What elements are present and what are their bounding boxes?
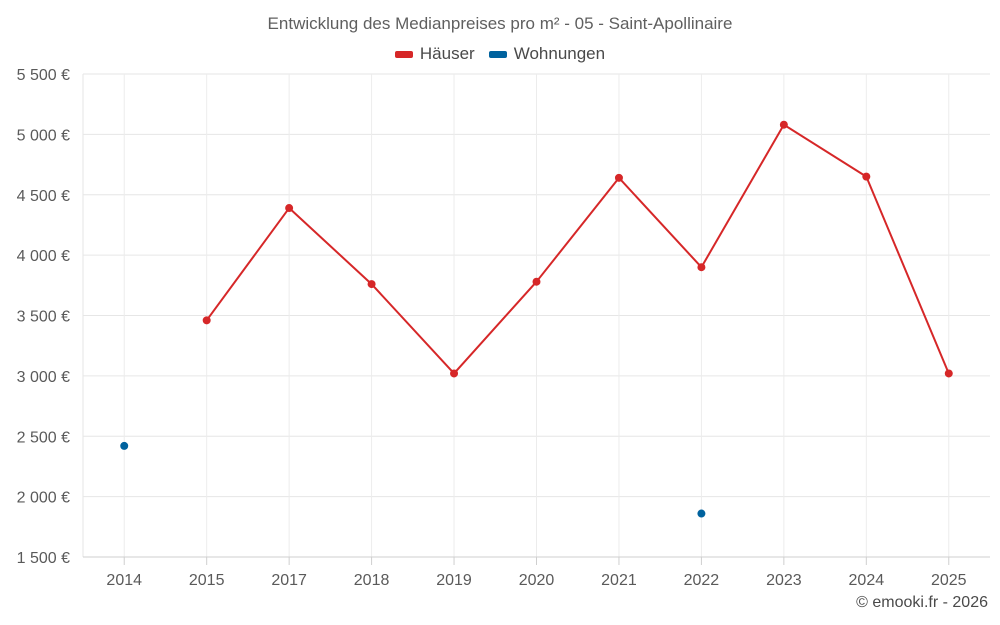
y-tick-label: 5 000 €: [17, 127, 70, 144]
legend-label-wohnungen: Wohnungen: [513, 44, 606, 63]
y-tick-label: 2 000 €: [17, 490, 70, 507]
series-line-segment-haeuser: [865, 176, 950, 374]
series-line-segment-haeuser: [783, 123, 867, 178]
data-point-haeuser: [614, 173, 623, 182]
data-point-haeuser: [862, 172, 871, 181]
chart-title: Entwicklung des Medianpreises pro m² - 0…: [267, 14, 733, 33]
data-point-haeuser: [367, 280, 376, 289]
legend-swatch-haeuser: [394, 50, 413, 58]
x-tick-label: 2024: [849, 572, 885, 589]
x-tick-label: 2019: [436, 572, 472, 589]
data-point-haeuser: [779, 120, 788, 129]
data-point-haeuser: [450, 369, 459, 378]
y-tick-label: 4 500 €: [17, 188, 70, 205]
legend-item-wohnungen[interactable]: Wohnungen: [488, 44, 606, 64]
data-point-haeuser: [285, 204, 294, 213]
x-tick-label: 2025: [931, 572, 967, 589]
series-line-segment-haeuser: [453, 281, 538, 375]
series-line-segment-haeuser: [535, 177, 620, 283]
x-tick-label: 2018: [354, 572, 390, 589]
data-point-haeuser: [532, 277, 541, 286]
x-tick-label: 2022: [684, 572, 720, 589]
series-line-segment-haeuser: [700, 124, 785, 268]
x-tick-label: 2023: [766, 572, 802, 589]
series-line-segment-haeuser: [205, 207, 290, 321]
y-tick-label: 3 500 €: [17, 309, 70, 326]
x-tick-label: 2021: [601, 572, 637, 589]
y-tick-label: 4 000 €: [17, 248, 70, 265]
y-tick-label: 5 500 €: [17, 67, 70, 84]
credit-text: © emooki.fr - 2026: [856, 594, 988, 611]
x-tick-label: 2014: [106, 572, 142, 589]
x-tick-label: 2015: [189, 572, 225, 589]
data-point-wohnungen: [120, 441, 129, 450]
chart-legend: Häuser Wohnungen: [0, 44, 1000, 64]
series-line-segment-haeuser: [618, 177, 703, 268]
x-tick-label: 2017: [271, 572, 307, 589]
series-line-segment-haeuser: [288, 207, 373, 285]
data-point-haeuser: [697, 263, 706, 272]
data-point-wohnungen: [697, 509, 706, 518]
legend-item-haeuser[interactable]: Häuser: [394, 44, 475, 64]
series-line-segment-haeuser: [370, 283, 455, 375]
y-tick-label: 2 500 €: [17, 429, 70, 446]
data-point-haeuser: [944, 369, 953, 378]
y-tick-label: 1 500 €: [17, 550, 70, 567]
x-tick-label: 2020: [519, 572, 555, 589]
y-tick-label: 3 000 €: [17, 369, 70, 386]
data-point-haeuser: [202, 316, 211, 325]
legend-label-haeuser: Häuser: [419, 44, 475, 63]
legend-swatch-wohnungen: [488, 50, 507, 58]
